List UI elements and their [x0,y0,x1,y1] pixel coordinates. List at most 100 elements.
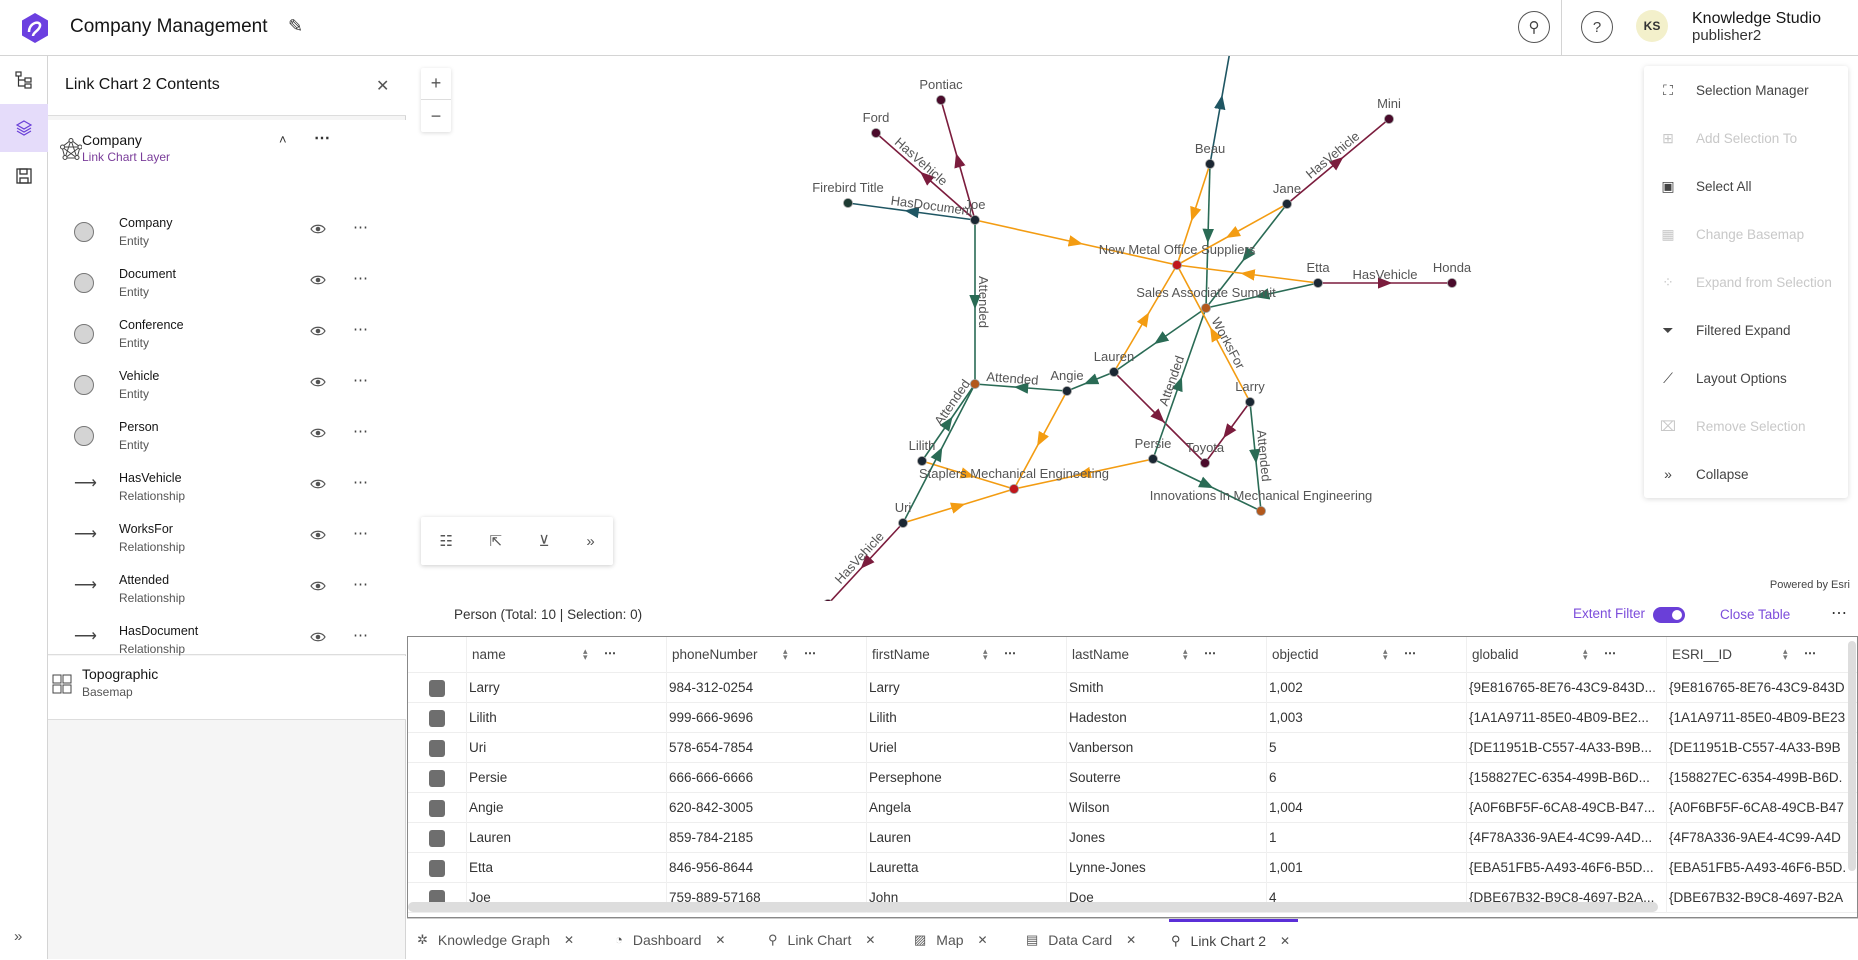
horizontal-scrollbar[interactable] [408,902,1658,912]
close-tab-icon[interactable]: ✕ [1280,934,1291,948]
edge-worksfor[interactable] [974,219,1178,266]
node-vehicle[interactable] [824,599,833,602]
layer-item[interactable]: Company Entity ⋯ [48,208,406,259]
tab-dashboard[interactable]: ◔ Dashboard ✕ [615,919,725,960]
layer-item[interactable]: ⟶ Attended Relationship ⋯ [48,565,406,616]
table-row[interactable]: Etta 846-956-8644 Lauretta Lynne-Jones 1,001… [408,853,1857,883]
edge-hasdocument[interactable] [847,202,976,221]
column-more-button[interactable]: ⋯ [1404,646,1416,660]
layer-item[interactable]: Vehicle Entity ⋯ [48,361,406,412]
edge-worksfor[interactable] [1113,264,1178,373]
edge-hasvehicle[interactable] [1286,118,1390,205]
layer-more-button[interactable]: ⋯ [353,270,369,287]
chevrons-right-icon[interactable]: » [14,928,23,945]
table-row[interactable]: Persie 666-666-6666 Persephone Souterre 6 {15… [408,763,1857,793]
node-vehicle[interactable] [936,95,946,105]
pencil-icon[interactable]: ✎ [288,16,304,36]
column-header[interactable]: phoneNumber [666,637,776,673]
table-row[interactable]: Uri 578-654-7854 Uriel Vanberson 5 {DE11951B-… [408,733,1857,763]
menu-item-layout-options[interactable]: ⟋ Layout Options [1644,354,1848,402]
row-checkbox[interactable] [429,770,445,787]
tab-link-chart-2[interactable]: ⚲ Link Chart 2 ✕ [1169,919,1299,960]
column-more-button[interactable]: ⋯ [1804,646,1816,660]
layer-more-button[interactable]: ⋯ [353,219,369,236]
row-checkbox[interactable] [429,680,445,697]
select-cursor-icon[interactable]: ⇱ [489,533,503,550]
table-row[interactable]: Angie 620-842-3005 Angela Wilson 1,004 {A0F6B… [408,793,1857,823]
column-more-button[interactable]: ⋯ [1004,646,1016,660]
edge-worksfor[interactable] [1013,390,1068,490]
node-company[interactable] [1009,484,1019,494]
node-person[interactable] [1062,386,1072,396]
eye-icon[interactable] [310,528,326,542]
layer-more-button[interactable]: ⋯ [353,372,369,389]
filter-frame-icon[interactable]: ⊻ [538,533,550,550]
edge-worksfor[interactable] [1176,163,1211,266]
edge-attended[interactable] [1152,307,1207,460]
layer-item[interactable]: ⟶ WorksFor Relationship ⋯ [48,514,406,565]
column-header[interactable]: firstName [866,637,976,673]
menu-item-selection-manager[interactable]: ⛶ Selection Manager [1644,66,1848,114]
node-person[interactable] [1282,199,1292,209]
close-tab-icon[interactable]: ✕ [977,932,988,947]
group-more-button[interactable]: ⋯ [314,130,330,147]
sort-icon[interactable]: ▴ ▾ [1383,646,1388,662]
layer-item[interactable]: Conference Entity ⋯ [48,310,406,361]
node-person[interactable] [1245,397,1255,407]
column-more-button[interactable]: ⋯ [604,646,616,660]
edge-attended[interactable] [1152,458,1262,512]
search-button[interactable]: ⚲ [1518,11,1550,43]
column-header[interactable]: name [466,637,576,673]
layer-more-button[interactable]: ⋯ [353,576,369,593]
table-row[interactable]: Larry 984-312-0254 Larry Smith 1,002 {9E81676… [408,673,1857,703]
avatar[interactable]: KS [1636,10,1668,42]
node-document[interactable] [843,198,853,208]
eye-icon[interactable] [310,222,326,236]
node-person[interactable] [1148,454,1158,464]
node-person[interactable] [898,518,908,528]
edge-worksfor[interactable] [1176,264,1319,284]
layer-item[interactable]: ⟶ HasVehicle Relationship ⋯ [48,463,406,514]
edge-attended[interactable] [1205,282,1319,309]
eye-icon[interactable] [310,579,326,593]
eye-icon[interactable] [310,426,326,440]
edge-attended[interactable] [902,383,976,524]
table-row[interactable]: Joe 759-889-57168 John Doe 4 {DBE67B32-B9C8-4… [408,883,1857,913]
node-conference[interactable] [1201,303,1211,313]
eye-icon[interactable] [310,273,326,287]
row-checkbox[interactable] [429,830,445,847]
table-row[interactable]: Lauren 859-784-2185 Lauren Jones 1 {4F78A336-… [408,823,1857,853]
column-more-button[interactable]: ⋯ [1204,646,1216,660]
layer-item[interactable]: Person Entity ⋯ [48,412,406,463]
node-vehicle[interactable] [1200,458,1210,468]
chevrons-right-icon[interactable]: » [586,532,595,550]
edge-worksfor[interactable] [921,460,1015,490]
node-conference[interactable] [1256,506,1266,516]
edge-hasvehicle[interactable] [1113,371,1206,464]
sort-icon[interactable]: ▴ ▾ [1183,646,1188,662]
eye-icon[interactable] [310,477,326,491]
edge-attended[interactable] [1113,307,1207,373]
tab-map[interactable]: ▨ Map ✕ [914,919,988,960]
layer-more-button[interactable]: ⋯ [353,525,369,542]
zoom-out-button[interactable]: − [430,105,442,126]
row-checkbox[interactable] [429,740,445,757]
sort-icon[interactable]: ▴ ▾ [1583,646,1588,662]
close-table-button[interactable]: Close Table [1720,607,1791,622]
sort-icon[interactable]: ▴ ▾ [783,646,788,662]
edge-hasvehicle[interactable] [940,99,976,221]
list-icon[interactable]: ☷ [439,533,453,550]
tab-data-card[interactable]: ▤ Data Card ✕ [1026,919,1136,960]
edge-worksfor[interactable] [1176,203,1288,266]
edge-worksfor[interactable] [1013,458,1154,490]
row-checkbox[interactable] [429,800,445,817]
edge-hasvehicle[interactable] [875,132,976,221]
edge-worksfor[interactable] [1176,264,1251,403]
node-vehicle[interactable] [871,128,881,138]
table-row[interactable]: Lilith 999-666-9696 Lilith Hadeston 1,003 {1A… [408,703,1857,733]
close-tab-icon[interactable]: ✕ [715,932,726,947]
menu-item-collapse[interactable]: » Collapse [1644,450,1848,498]
eye-icon[interactable] [310,324,326,338]
app-logo-icon[interactable] [20,12,50,44]
edge-hasdocument[interactable] [1209,56,1232,165]
